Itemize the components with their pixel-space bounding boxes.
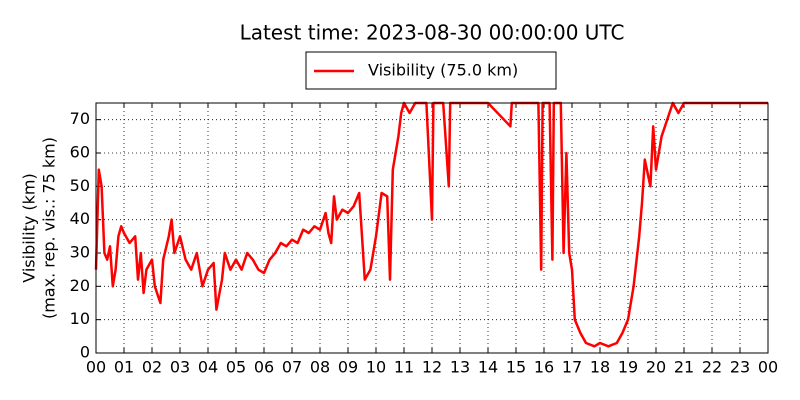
x-tick-label: 16 bbox=[534, 358, 554, 377]
x-tick-label: 03 bbox=[170, 358, 190, 377]
x-tick-label: 11 bbox=[394, 358, 414, 377]
x-tick-label: 19 bbox=[618, 358, 638, 377]
x-tick-label: 12 bbox=[422, 358, 442, 377]
x-tick-label: 00 bbox=[86, 358, 106, 377]
plot-frame bbox=[95, 102, 769, 354]
x-tick-label: 18 bbox=[590, 358, 610, 377]
y-tick-label: 60 bbox=[70, 143, 90, 162]
y-tick-label: 50 bbox=[70, 176, 90, 195]
x-tick-label: 23 bbox=[730, 358, 750, 377]
x-tick-label: 04 bbox=[198, 358, 218, 377]
x-tick-label: 15 bbox=[506, 358, 526, 377]
y-tick-label: 20 bbox=[70, 276, 90, 295]
y-axis-label: (max. rep. vis.: 75 km) bbox=[40, 137, 59, 319]
x-tick-label: 14 bbox=[478, 358, 498, 377]
x-tick-label: 20 bbox=[646, 358, 666, 377]
x-tick-label: 07 bbox=[282, 358, 302, 377]
y-tick-label: 30 bbox=[70, 243, 90, 262]
x-tick-label: 21 bbox=[674, 358, 694, 377]
x-tick-label: 01 bbox=[114, 358, 134, 377]
x-tick-label: 10 bbox=[366, 358, 386, 377]
x-tick-label: 22 bbox=[702, 358, 722, 377]
x-tick-label: 13 bbox=[450, 358, 470, 377]
y-tick-label: 10 bbox=[70, 309, 90, 328]
y-axis-label: Visibility (km) bbox=[20, 173, 39, 282]
data-line bbox=[94, 101, 768, 348]
x-tick-label: 06 bbox=[254, 358, 274, 377]
y-tick-label: 40 bbox=[70, 209, 90, 228]
legend-label: Visibility (75.0 km) bbox=[368, 61, 518, 80]
x-tick-label: 08 bbox=[310, 358, 330, 377]
x-tick-label: 05 bbox=[226, 358, 246, 377]
chart-title: Latest time: 2023-08-30 00:00:00 UTC bbox=[240, 21, 625, 45]
y-tick-label: 70 bbox=[70, 109, 90, 128]
x-tick-label: 02 bbox=[142, 358, 162, 377]
y-tick-label: 0 bbox=[80, 343, 90, 362]
x-tick-label: 09 bbox=[338, 358, 358, 377]
x-tick-label: 17 bbox=[562, 358, 582, 377]
x-tick-label: 00 bbox=[758, 358, 778, 377]
